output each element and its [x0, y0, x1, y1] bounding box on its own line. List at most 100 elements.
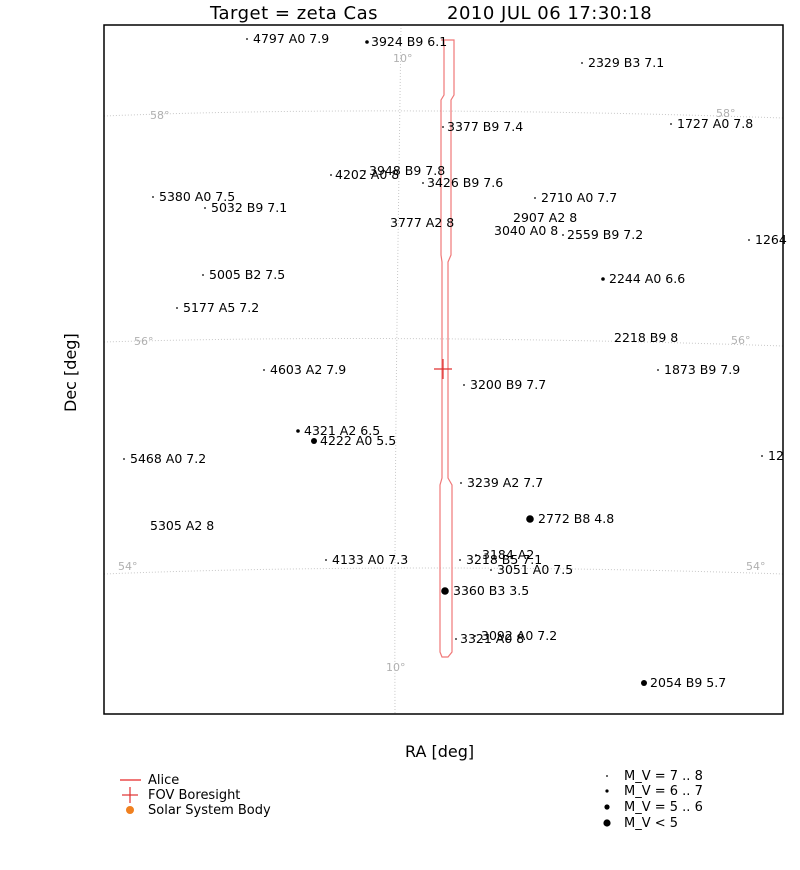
star-point [601, 277, 605, 281]
star-point [641, 680, 647, 686]
star-label: 5380 A0 7.5 [159, 189, 235, 204]
star-label: 5032 B9 7.1 [211, 200, 287, 215]
fov-boresight-marker [434, 359, 452, 379]
star-point [176, 307, 178, 309]
star-point [670, 123, 672, 125]
star-point [325, 559, 327, 561]
ra-grid-label: 10° [386, 661, 406, 674]
star-point [365, 40, 369, 44]
alice-fov-outline [439, 39, 455, 658]
star-point [526, 515, 534, 523]
legend-magnitude-marker [604, 804, 610, 810]
star-label: 3239 A2 7.7 [467, 475, 543, 490]
star-point [459, 559, 461, 561]
legend-boresight-swatch [122, 787, 138, 803]
star-point [246, 38, 248, 40]
dec-grid-label: 56° [731, 334, 751, 347]
star-label: 3426 B9 7.6 [427, 175, 503, 190]
legend-magnitude-label: M_V < 5 [624, 816, 678, 831]
star-point [581, 62, 583, 64]
star-label: 3777 A2 8 [390, 215, 454, 230]
dec-grid-label: 58° [716, 107, 736, 120]
star-label: 3924 B9 6.1 [371, 34, 447, 49]
star-label: 5305 A2 8 [150, 518, 214, 533]
star-label: 2054 B9 5.7 [650, 675, 726, 690]
dec-grid-line-56 [103, 338, 784, 347]
ra-grid-line [394, 24, 402, 715]
star-point [490, 569, 492, 571]
star-point [422, 182, 424, 184]
star-point [455, 638, 457, 640]
star-point [657, 369, 659, 371]
dec-grid-label: 54° [118, 560, 138, 573]
star-label: 1727 A0 7.8 [677, 116, 753, 131]
star-label: 3218 B5 7.1 [466, 552, 542, 567]
star-point [311, 438, 317, 444]
star-point [152, 196, 154, 198]
legend-alice-label: Alice [148, 773, 179, 788]
star-label: 4202 A0 8 [335, 167, 399, 182]
star-point [562, 234, 564, 236]
star-point [475, 554, 477, 556]
star-label: 4321 A2 6.5 [304, 423, 380, 438]
chart-timestamp: 2010 JUL 06 17:30:18 [447, 3, 652, 24]
star-point [330, 174, 332, 176]
dec-grid-label: 58° [150, 109, 170, 122]
star-point [460, 482, 462, 484]
star-point [441, 587, 449, 595]
star-label: 3377 B9 7.4 [447, 119, 523, 134]
legend-solar-system-swatch [126, 806, 134, 814]
star-point [534, 197, 536, 199]
star-point [442, 126, 444, 128]
star-label: 3948 B9 7.8 [369, 163, 445, 178]
star-label: 3200 B9 7.7 [470, 377, 546, 392]
star-point [748, 239, 750, 241]
legend-magnitude-marker [605, 789, 609, 793]
plot-frame [103, 24, 784, 715]
star-point [761, 455, 763, 457]
legend-magnitude-marker [603, 819, 611, 827]
star-point [202, 274, 204, 276]
star-point [364, 170, 366, 172]
legend-magnitude-label: M_V = 6 .. 7 [624, 784, 703, 799]
star-label: 4133 A0 7.3 [332, 552, 408, 567]
star-label: 3321 A0 8 [460, 631, 524, 646]
star-label: 3360 B3 3.5 [453, 583, 529, 598]
star-label: 3092 A0 7.2 [481, 628, 557, 643]
star-label: 12 [768, 448, 784, 463]
legend-magnitude-label: M_V = 7 .. 8 [624, 769, 703, 784]
star-point [204, 207, 206, 209]
dec-grid-label: 56° [134, 335, 154, 348]
star-label: 5005 B2 7.5 [209, 267, 285, 282]
star-label: 3040 A0 8 [494, 223, 558, 238]
star-label: 2907 A2 8 [513, 210, 577, 225]
star-label: 4603 A2 7.9 [270, 362, 346, 377]
star-label: 4797 A0 7.9 [253, 31, 329, 46]
star-point [123, 458, 125, 460]
grid-lines [103, 24, 784, 715]
dec-grid-line-54 [103, 567, 784, 575]
star-label: 3051 A0 7.5 [497, 562, 573, 577]
legend: Alice FOV Boresight Solar System Body [120, 773, 271, 818]
grid-labels: 10° 10° 58° 58° 56° 56° 54° 54° [118, 52, 766, 674]
legend-boresight-label: FOV Boresight [148, 788, 240, 803]
star-label: 2218 B9 8 [614, 330, 678, 345]
x-axis-title: RA [deg] [405, 742, 474, 761]
star-label: 5468 A0 7.2 [130, 451, 206, 466]
dec-grid-label: 54° [746, 560, 766, 573]
chart-title: Target = zeta Cas [209, 3, 378, 24]
star-point [463, 384, 465, 386]
star-point [474, 635, 476, 637]
legend-solar-system-label: Solar System Body [148, 803, 271, 818]
star-point [296, 429, 300, 433]
star-label: 2772 B8 4.8 [538, 511, 614, 526]
ra-grid-label: 10° [393, 52, 413, 65]
star-label: 5177 A5 7.2 [183, 300, 259, 315]
star-label: 2329 B3 7.1 [588, 55, 664, 70]
star-label: 4222 A0 5.5 [320, 433, 396, 448]
star-label: 3184 A2 [482, 547, 534, 562]
legend-magnitude-marker [606, 775, 608, 777]
star-label: 2710 A0 7.7 [541, 190, 617, 205]
star-label: 1264 [755, 232, 787, 247]
